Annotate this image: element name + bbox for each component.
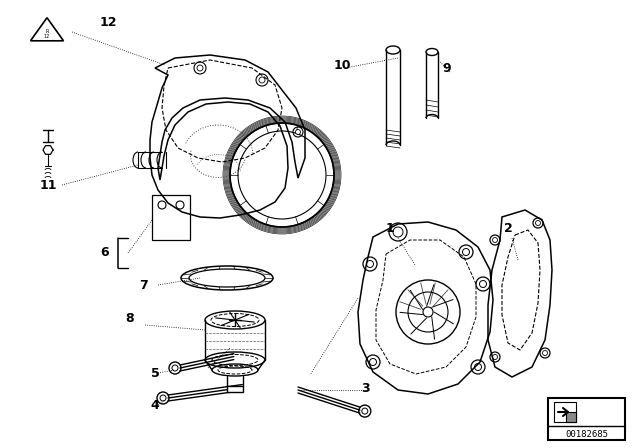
Circle shape [296,129,301,134]
Text: 1: 1 [386,221,394,234]
Text: 11: 11 [39,178,57,191]
Bar [548,398,625,440]
Circle shape [197,65,203,71]
Text: 4: 4 [150,399,159,412]
Text: 6: 6 [100,246,109,258]
Text: R
12: R 12 [44,29,50,39]
Text: 12: 12 [99,16,116,29]
Polygon shape [566,412,576,422]
Text: 10: 10 [333,59,351,72]
Text: 00182685: 00182685 [565,430,608,439]
Circle shape [423,307,433,317]
Text: 2: 2 [504,221,513,234]
Text: 3: 3 [361,382,369,395]
Polygon shape [227,386,243,392]
Text: 9: 9 [443,61,451,74]
Text: 7: 7 [139,279,147,292]
Text: 5: 5 [150,366,159,379]
Text: 8: 8 [125,311,134,324]
Circle shape [259,77,265,83]
Polygon shape [554,402,576,422]
